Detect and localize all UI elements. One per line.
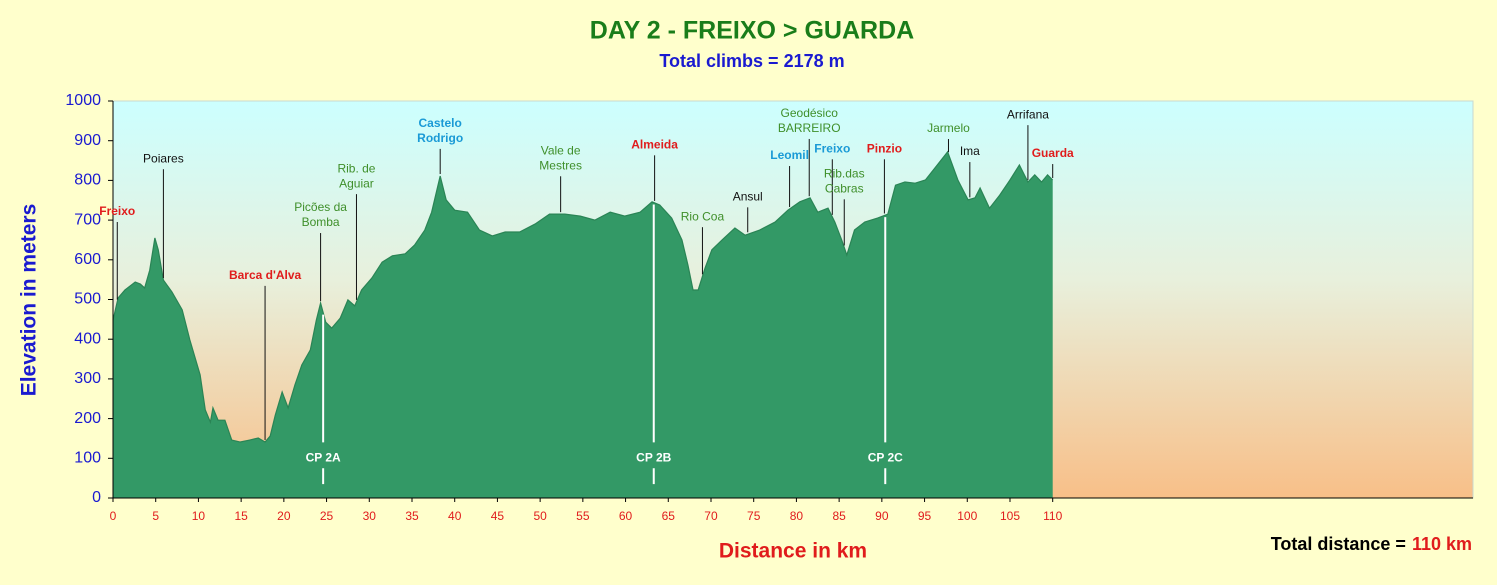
y-tick-label: 200: [74, 410, 101, 427]
place-label: Leomil: [770, 148, 809, 162]
place-label: Barca d'Alva: [229, 268, 302, 282]
y-tick-label: 700: [74, 211, 101, 228]
x-tick-label: 50: [533, 509, 547, 523]
place-label: Rodrigo: [417, 131, 463, 145]
place-label: Arrifana: [1007, 107, 1049, 121]
place-label: Pinzio: [867, 141, 902, 155]
place-label: Rib.das: [824, 166, 865, 180]
x-tick-label: 65: [662, 509, 676, 523]
place-label: Picões da: [294, 200, 347, 214]
x-tick-label: 45: [491, 509, 505, 523]
checkpoint-label: CP 2B: [636, 450, 671, 464]
x-tick-label: 60: [619, 509, 633, 523]
place-label: Jarmelo: [927, 121, 970, 135]
x-tick-label: 85: [832, 509, 846, 523]
x-tick-label: 20: [277, 509, 291, 523]
place-label: Poiares: [143, 151, 184, 165]
place-label: Guarda: [1032, 146, 1074, 160]
y-tick-label: 900: [74, 132, 101, 149]
place-label: Rib. de: [337, 161, 375, 175]
x-tick-label: 90: [875, 509, 889, 523]
x-tick-label: 15: [234, 509, 248, 523]
chart-subtitle: Total climbs = 2178 m: [659, 51, 844, 71]
x-tick-label: 35: [405, 509, 419, 523]
place-label: Freixo: [99, 204, 135, 218]
x-tick-label: 110: [1043, 509, 1062, 523]
x-tick-label: 40: [448, 509, 462, 523]
place-label: Bomba: [302, 215, 340, 229]
place-label: Castelo: [419, 116, 462, 130]
total-distance: Total distance = 110 km: [1271, 534, 1472, 554]
y-axis-label: Elevation in meters: [18, 204, 41, 397]
chart-title: DAY 2 - FREIXO > GUARDA: [590, 17, 914, 45]
area-fill: [113, 151, 1053, 499]
x-tick-label: 100: [957, 509, 977, 523]
x-tick-label: 95: [918, 509, 932, 523]
x-tick-label: 30: [363, 509, 377, 523]
place-label: BARREIRO: [778, 121, 841, 135]
x-tick-label: 70: [704, 509, 718, 523]
x-tick-label: 105: [1000, 509, 1020, 523]
x-tick-label: 80: [790, 509, 804, 523]
x-tick-label: 75: [747, 509, 761, 523]
y-tick-label: 100: [74, 450, 101, 467]
y-tick-label: 300: [74, 370, 101, 387]
place-label: Almeida: [631, 137, 678, 151]
place-label: Cabras: [825, 181, 864, 195]
place-label: Rio Coa: [681, 209, 725, 223]
y-tick-label: 600: [74, 251, 101, 268]
y-tick-label: 800: [74, 172, 101, 189]
place-label: Vale de: [541, 143, 581, 157]
x-axis-label: Distance in km: [719, 540, 867, 563]
checkpoint-label: CP 2C: [868, 450, 903, 464]
y-tick-label: 0: [92, 489, 101, 506]
total-distance-label: Total distance =: [1271, 534, 1406, 554]
y-tick-label: 500: [74, 291, 101, 308]
place-label: Mestres: [539, 158, 582, 172]
y-tick-label: 1000: [65, 92, 101, 109]
place-label: Freixo: [814, 141, 850, 155]
total-distance-value: 110 km: [1412, 534, 1472, 554]
x-tick-label: 10: [192, 509, 206, 523]
x-tick-label: 25: [320, 509, 334, 523]
x-tick-label: 55: [576, 509, 590, 523]
elevation-line: [112, 150, 1054, 443]
checkpoint-label: CP 2A: [306, 450, 341, 464]
place-label: Aguiar: [339, 176, 374, 190]
place-label: Geodésico: [781, 106, 839, 120]
place-label: Ima: [960, 144, 980, 158]
x-tick-label: 0: [110, 509, 117, 523]
x-tick-label: 5: [152, 509, 159, 523]
place-label: Ansul: [733, 189, 763, 203]
y-tick-label: 400: [74, 330, 101, 347]
